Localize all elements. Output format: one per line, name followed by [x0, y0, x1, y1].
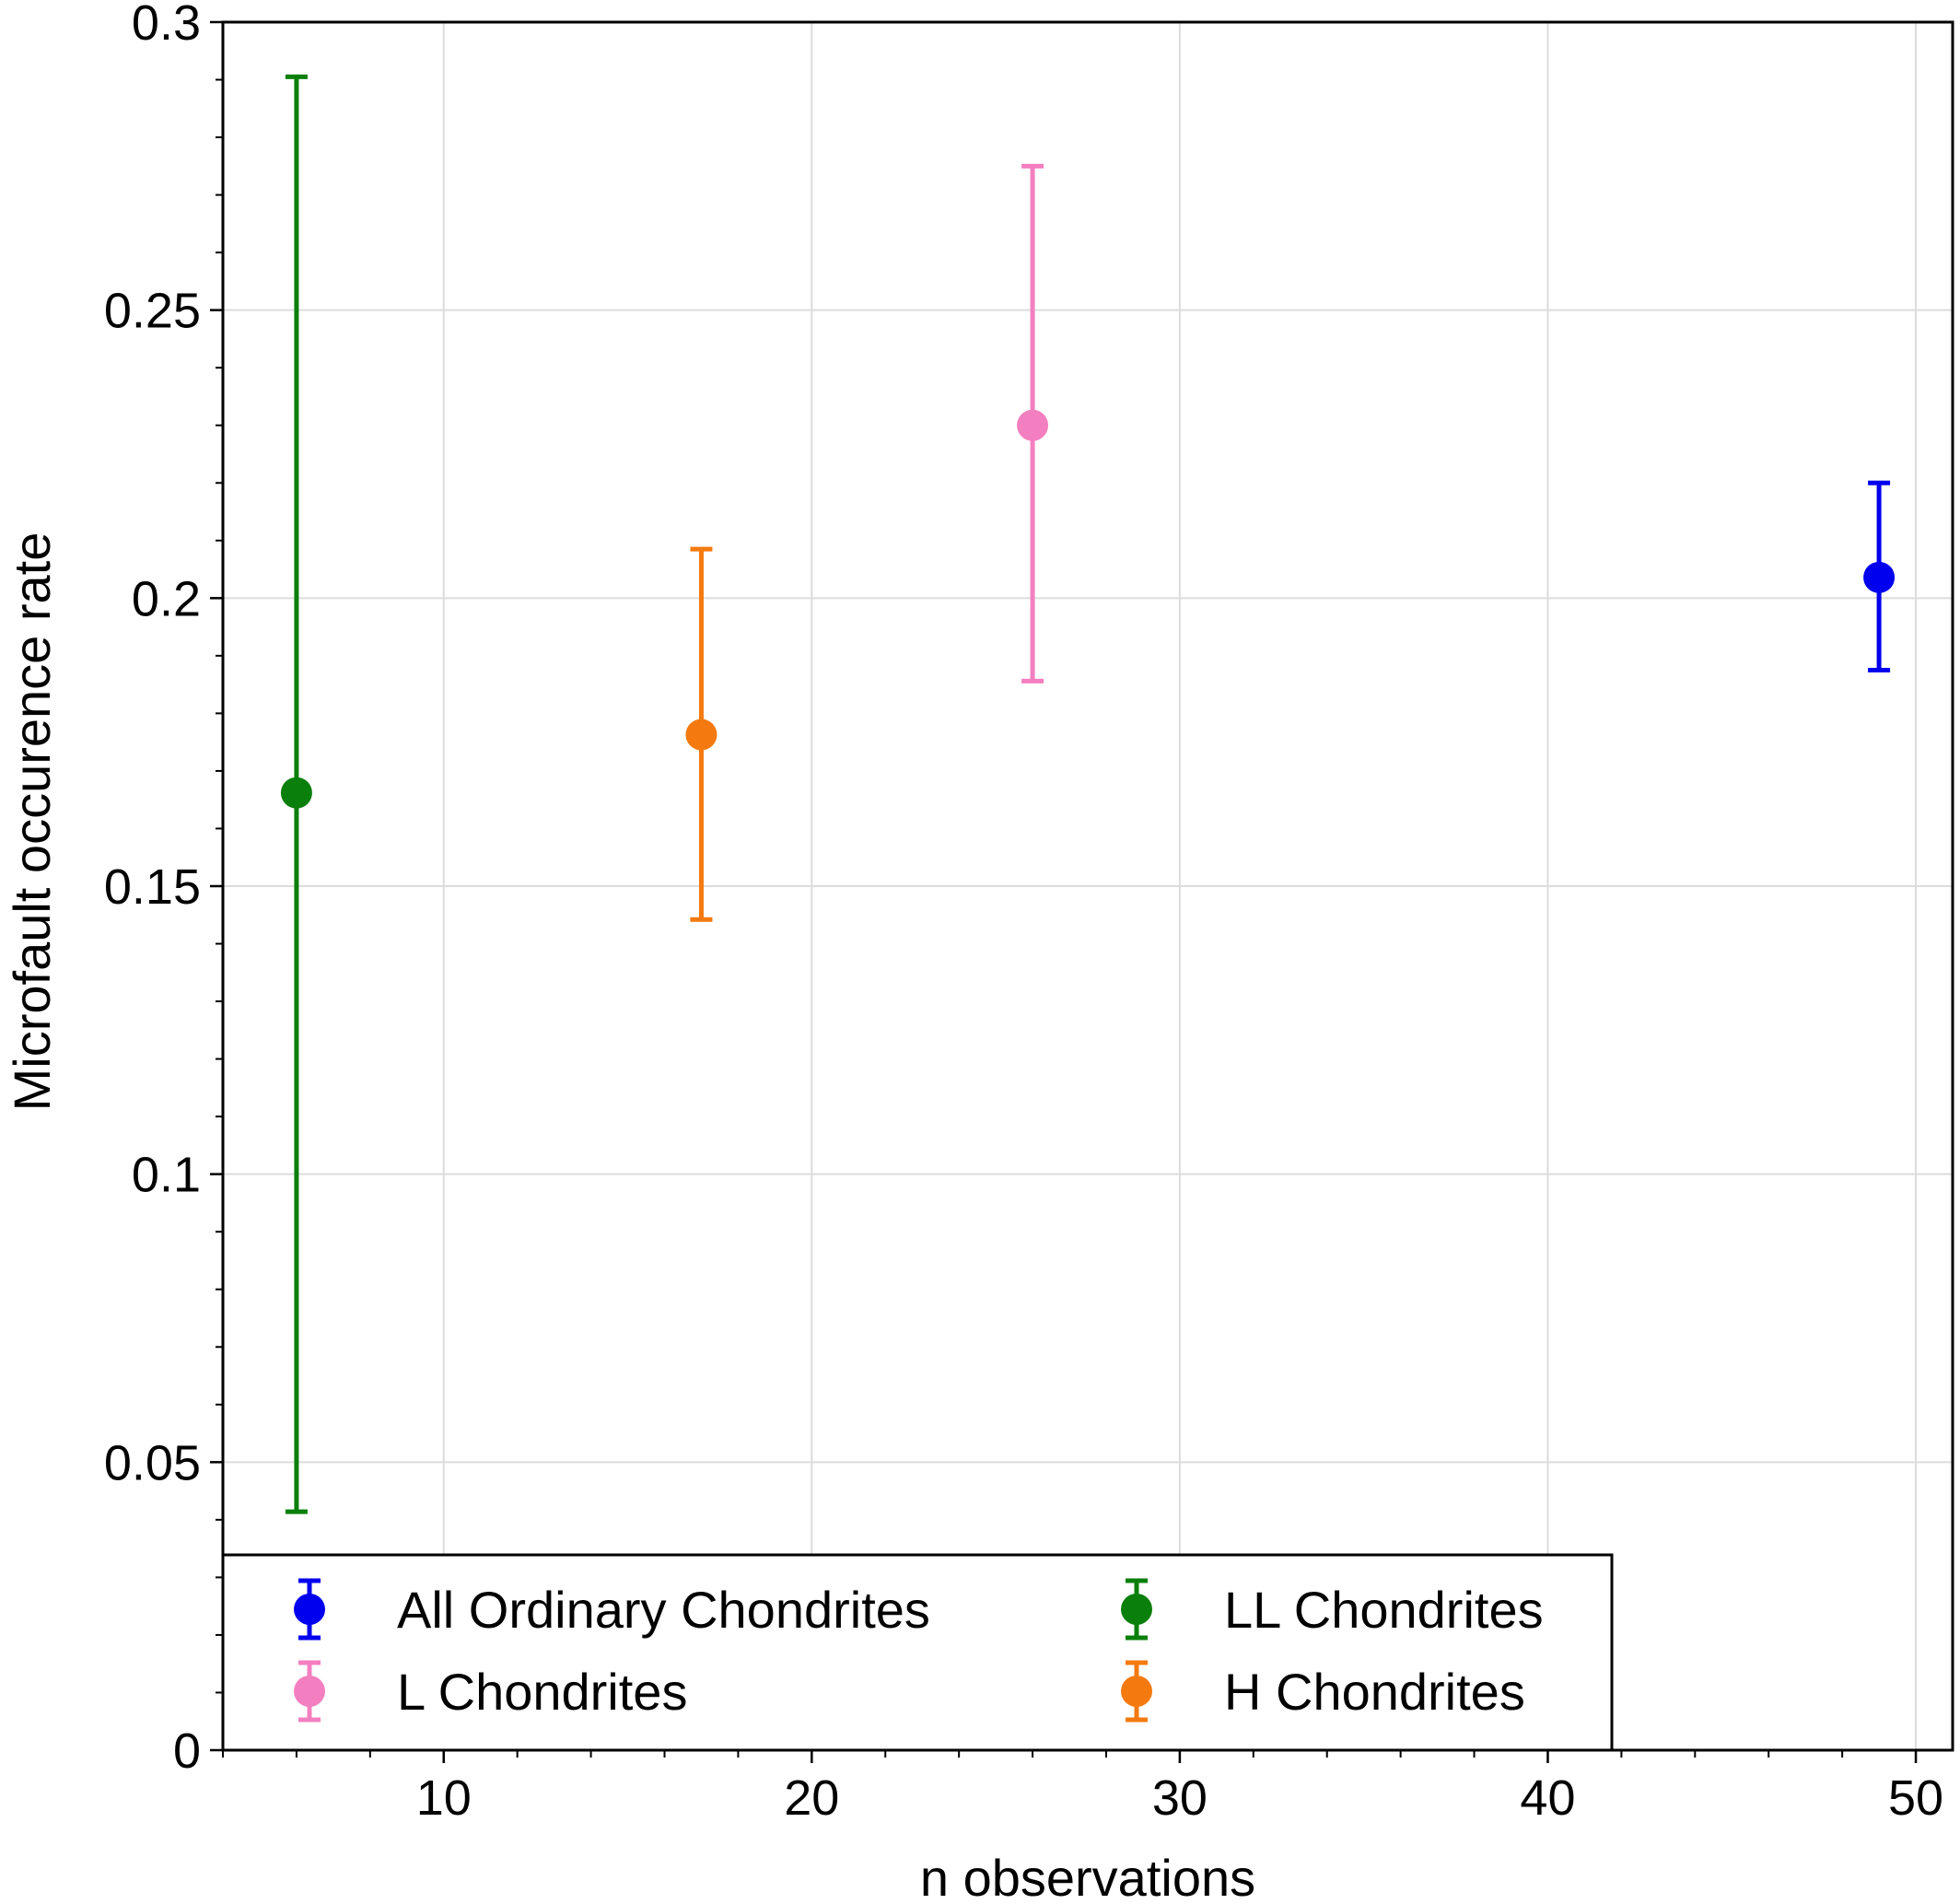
- x-tick-label: 20: [784, 1770, 839, 1826]
- data-marker: [1863, 561, 1896, 593]
- y-tick-label: 0.15: [104, 859, 201, 915]
- data-marker: [685, 718, 718, 751]
- legend-marker: [1121, 1594, 1152, 1625]
- data-point: [280, 74, 312, 1514]
- data-marker: [1017, 409, 1049, 441]
- legend-item: H Chondrites: [1121, 1660, 1525, 1723]
- series-layer: [280, 74, 1896, 1514]
- legend-item: LL Chondrites: [1121, 1578, 1544, 1641]
- x-axis-title: n observations: [920, 1849, 1255, 1904]
- y-tick-label: 0.25: [104, 284, 201, 339]
- legend-label: H Chondrites: [1224, 1663, 1525, 1721]
- y-tick-label: 0.3: [132, 0, 201, 51]
- x-tick-label: 30: [1152, 1770, 1208, 1826]
- legend-label: All Ordinary Chondrites: [397, 1581, 930, 1639]
- major-ticks: [210, 20, 1918, 1763]
- x-tick-label: 50: [1888, 1770, 1943, 1826]
- legend-marker: [294, 1676, 325, 1707]
- y-axis-title: Microfault occurence rate: [3, 532, 61, 1112]
- legend-marker: [294, 1594, 325, 1625]
- tick-labels: 10 20 30 40 50 0 0.05 0.1 0.15 0.2 0.25 0.3: [104, 0, 1943, 1826]
- data-point: [1863, 480, 1896, 672]
- legend-label: L Chondrites: [397, 1663, 687, 1721]
- legend: All Ordinary Chondrites LL Chondrites L Ch…: [221, 1553, 1614, 1752]
- x-tick-label: 10: [416, 1770, 472, 1826]
- legend-box: [221, 1553, 1614, 1752]
- x-tick-label: 40: [1520, 1770, 1575, 1826]
- y-tick-label: 0.2: [132, 571, 201, 626]
- y-tick-label: 0: [173, 1723, 201, 1779]
- legend-item: L Chondrites: [294, 1660, 687, 1723]
- grid-lines: [223, 21, 1953, 1751]
- legend-item: All Ordinary Chondrites: [294, 1578, 930, 1641]
- minor-ticks: [216, 78, 1844, 1758]
- legend-marker: [1121, 1676, 1152, 1707]
- legend-label: LL Chondrites: [1224, 1581, 1544, 1639]
- data-point: [685, 546, 718, 922]
- data-marker: [280, 777, 312, 809]
- y-tick-label: 0.05: [104, 1435, 201, 1490]
- data-point: [1017, 163, 1049, 683]
- y-tick-label: 0.1: [132, 1148, 201, 1203]
